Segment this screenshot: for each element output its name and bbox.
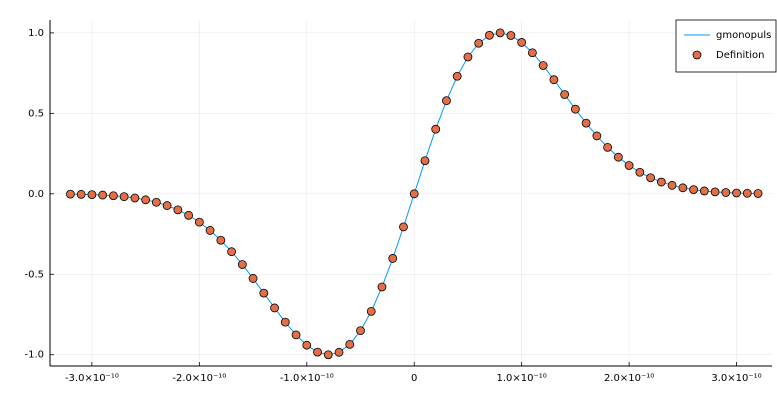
point [66,189,75,199]
point [732,188,741,198]
point [377,282,387,292]
point [549,75,559,85]
y-tick-label: -1.0 [24,350,44,361]
point [76,189,86,199]
point [399,222,408,232]
point [528,48,537,58]
point [259,288,269,298]
point [474,38,484,48]
point [667,180,677,190]
point [431,124,441,134]
point [560,90,570,99]
legend-swatch [692,50,702,60]
point [721,188,731,197]
x-tick-label: -2.0×10⁻¹⁰ [172,373,226,384]
point [366,306,376,316]
point [613,152,623,162]
point [313,347,322,357]
point [420,156,430,166]
point [194,217,204,227]
point [452,71,462,81]
point [237,260,247,269]
point [624,161,634,170]
x-tick-label: 2.0×10⁻¹⁰ [604,373,654,384]
point [345,339,355,349]
x-tick-label: 3.0×10⁻¹⁰ [711,373,761,384]
point [216,235,226,245]
point [356,326,365,336]
point [87,190,97,200]
x-tick-label: 0 [411,373,417,384]
point [495,28,505,38]
point [699,186,709,196]
point [710,187,720,197]
point [108,191,118,201]
point [184,210,193,220]
x-tick-label: 1.0×10⁻¹⁰ [497,373,547,384]
legend-box [675,19,777,73]
point [388,254,398,263]
x-tick-label: -3.0×10⁻¹⁰ [65,373,119,384]
y-tick-label: 1.0 [28,28,44,39]
point [570,104,580,114]
point [656,177,666,187]
point [270,303,279,313]
point [162,201,172,210]
point [291,330,301,340]
point [409,189,419,199]
point [463,52,473,62]
point [538,61,548,70]
point [635,167,645,177]
y-tick-label: 0.5 [28,108,44,119]
point [689,185,698,195]
point [227,247,236,257]
point [753,189,763,198]
point [248,274,258,283]
point [334,347,344,357]
point [323,350,333,360]
point [603,142,613,152]
point [581,118,591,128]
point [302,340,312,350]
point [98,190,108,200]
point [280,317,290,327]
point [130,193,140,203]
point [517,38,527,47]
point [141,195,151,205]
y-tick-label: -0.5 [24,269,44,280]
point [506,31,516,40]
point [592,131,602,141]
point [646,173,655,183]
point [678,183,688,193]
legend-label: Definition [716,50,764,61]
point [442,96,451,106]
point [205,226,215,235]
point [173,205,183,215]
y-tick-label: 0.0 [28,189,44,200]
point [742,188,752,198]
legend-label: gmonopuls [716,30,771,41]
point [485,30,494,40]
x-tick-label: -1.0×10⁻¹⁰ [280,373,334,384]
point [119,192,129,202]
point [151,197,161,207]
